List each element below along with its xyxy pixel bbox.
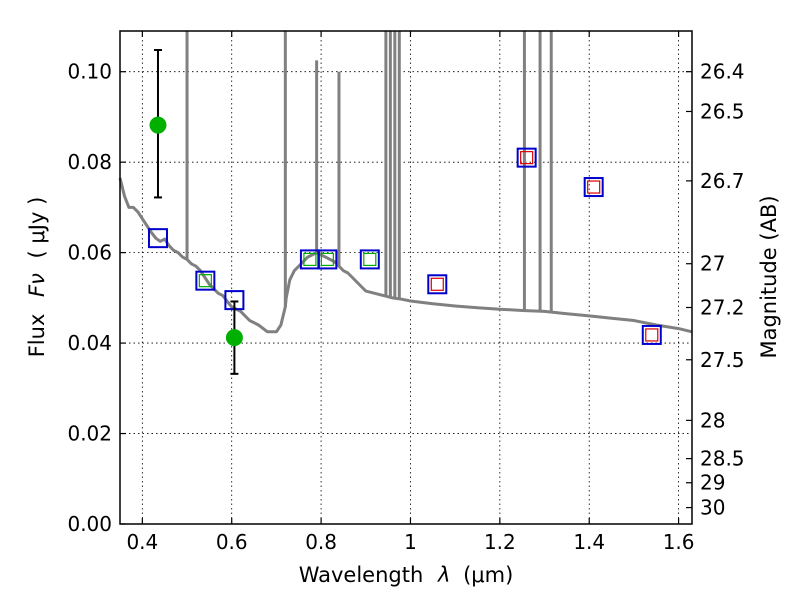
x-tick-label: 1.4 [573,530,605,554]
nir_photometry-marker [520,151,534,165]
model_photometry-marker [427,274,448,295]
x-tick-label: 0.8 [305,530,337,554]
nir_photometry-marker [430,277,444,291]
observed-flux-point [225,329,243,347]
y-tick-label: 0.10 [67,60,112,84]
x-tick-label: 1.2 [484,530,516,554]
y-tick-label: 0.06 [67,241,112,265]
y2-tick-label: 26.7 [700,169,745,193]
x-tick-label: 1 [404,530,417,554]
y2-tick-label: 29 [700,471,725,495]
optical_photometry-marker [363,252,377,267]
x-tick-label: 0.4 [126,530,158,554]
nir_photometry-marker [645,328,659,342]
x-axis-title: Wavelength λ (μm) [299,563,514,587]
y2-tick-label: 26.5 [700,99,745,123]
model-sed-line [118,177,693,334]
grid [120,31,692,524]
y-axis-ticks: 0.00 0.02 0.04 0.06 0.08 0.10 [67,60,126,536]
y2-tick-label: 26.4 [700,60,745,84]
photometry-layer [147,48,662,375]
model_photometry-marker [583,177,604,198]
optical_photometry-marker [320,252,334,267]
model_photometry-marker [516,147,537,168]
y2-tick-label: 27 [700,252,725,276]
optical_photometry-marker [303,252,317,267]
y-tick-label: 0.00 [67,512,112,536]
model_photometry-marker [359,249,380,270]
y2-axis-title: Magnitude (AB) [757,195,781,358]
y-tick-label: 0.08 [67,150,112,174]
model_photometry-marker [147,228,168,249]
y2-tick-label: 30 [700,496,725,520]
x-tick-label: 1.6 [663,530,695,554]
model_photometry-marker [317,249,338,270]
model-sed-layer [118,31,693,334]
observed-flux-point [149,116,167,134]
y2-tick-label: 27.5 [700,348,745,372]
nir_photometry-marker [587,180,601,194]
y2-tick-label: 27.2 [700,296,745,320]
plot-frame [119,30,693,525]
model_photometry-marker [195,270,216,291]
y-tick-label: 0.04 [67,331,112,355]
y-axis-title: Flux Fν ( μJy ) [25,197,49,358]
x-tick-label: 0.6 [216,530,248,554]
y-tick-label: 0.02 [67,422,112,446]
y2-tick-label: 28 [700,408,725,432]
optical_photometry-marker [198,274,212,288]
y2-tick-label: 28.5 [700,447,745,471]
model_photometry-marker [641,324,662,345]
x-axis-ticks: 0.4 0.6 0.8 1 1.2 1.4 1.6 [126,31,695,554]
